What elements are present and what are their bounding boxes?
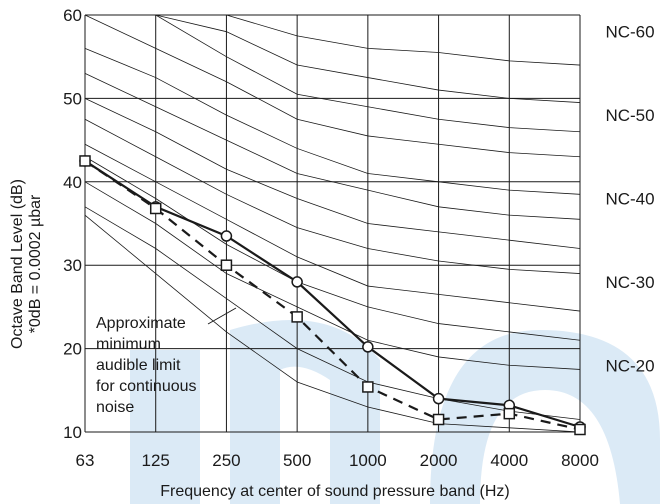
nc-label-nc-50: NC-50 xyxy=(605,106,654,125)
series-2-point-125 xyxy=(149,202,162,215)
series-2-point-500 xyxy=(291,311,303,323)
nc-curve-8 xyxy=(84,98,581,249)
annotation-line-4: for continuous xyxy=(96,378,197,395)
annotation-pointer xyxy=(207,307,237,325)
y-axis-sublabel: *0dB = 0.0002 µbar xyxy=(27,194,44,333)
x-tick-label-63: 63 xyxy=(76,451,95,470)
y-tick-label-10: 10 xyxy=(63,423,82,442)
x-tick-label-2000: 2000 xyxy=(420,451,458,470)
nc-curve-14 xyxy=(84,214,581,433)
series-2-point-1000 xyxy=(362,381,374,393)
series-2-point-250 xyxy=(220,259,233,271)
nc-label-nc-30: NC-30 xyxy=(605,273,654,292)
series-2-point-63 xyxy=(79,155,91,167)
x-tick-label-250: 250 xyxy=(212,451,240,470)
audible-limit-annotation: Approximate minimum audible limit for co… xyxy=(96,307,237,416)
x-tick-label-125: 125 xyxy=(142,451,170,470)
nc-curve-9 xyxy=(84,118,581,274)
series-1-point-500 xyxy=(291,276,303,288)
series-1-point-250 xyxy=(220,230,233,242)
annotation-line-3: audible limit xyxy=(96,357,181,374)
background-watermark xyxy=(130,320,660,504)
y-tick-label-30: 30 xyxy=(63,256,82,275)
nc-label-nc-60: NC-60 xyxy=(605,23,654,42)
series-2-point-4000 xyxy=(503,407,516,420)
nc-curve-10 xyxy=(84,143,581,312)
nc-curve-13 xyxy=(84,206,581,420)
axes: 10 20 30 40 50 60 63 125 250 500 1000 2000 4000 8000 N… xyxy=(63,6,654,470)
nc-curve-2 xyxy=(85,14,581,66)
nc-curve-6 xyxy=(84,47,581,195)
series-2-line xyxy=(84,160,581,431)
series-2-point-2000 xyxy=(432,413,445,426)
x-axis-label: Frequency at center of sound pressure ba… xyxy=(160,483,510,500)
y-axis-label: Octave Band Level (dB) xyxy=(9,179,26,349)
annotation-line-5: noise xyxy=(96,399,134,416)
nc-curve-3 xyxy=(85,14,581,103)
x-tick-label-1000: 1000 xyxy=(349,451,387,470)
data-series xyxy=(79,155,586,436)
y-tick-label-60: 60 xyxy=(63,6,82,25)
nc-curve-5 xyxy=(84,14,581,158)
annotation-line-1: Approximate xyxy=(96,315,186,332)
series-1-point-1000 xyxy=(362,341,374,353)
nc-curves xyxy=(84,14,581,433)
nc-label-nc-40: NC-40 xyxy=(605,189,654,208)
series-2-point-8000 xyxy=(574,423,586,436)
annotation-line-2: minimum xyxy=(96,336,161,353)
series-1-point-2000 xyxy=(432,392,445,405)
nc-curve-12 xyxy=(84,181,581,370)
x-tick-label-500: 500 xyxy=(283,451,311,470)
x-tick-label-4000: 4000 xyxy=(490,451,528,470)
x-tick-label-8000: 8000 xyxy=(561,451,599,470)
y-tick-label-50: 50 xyxy=(63,89,82,108)
nc-curve-7 xyxy=(84,73,581,220)
y-tick-label-20: 20 xyxy=(63,340,82,359)
nc-label-nc-20: NC-20 xyxy=(605,356,654,375)
series-1-line xyxy=(84,160,581,429)
nc-curve-4 xyxy=(85,14,581,133)
y-tick-label-40: 40 xyxy=(63,173,82,192)
nc-curve-11 xyxy=(84,156,581,341)
